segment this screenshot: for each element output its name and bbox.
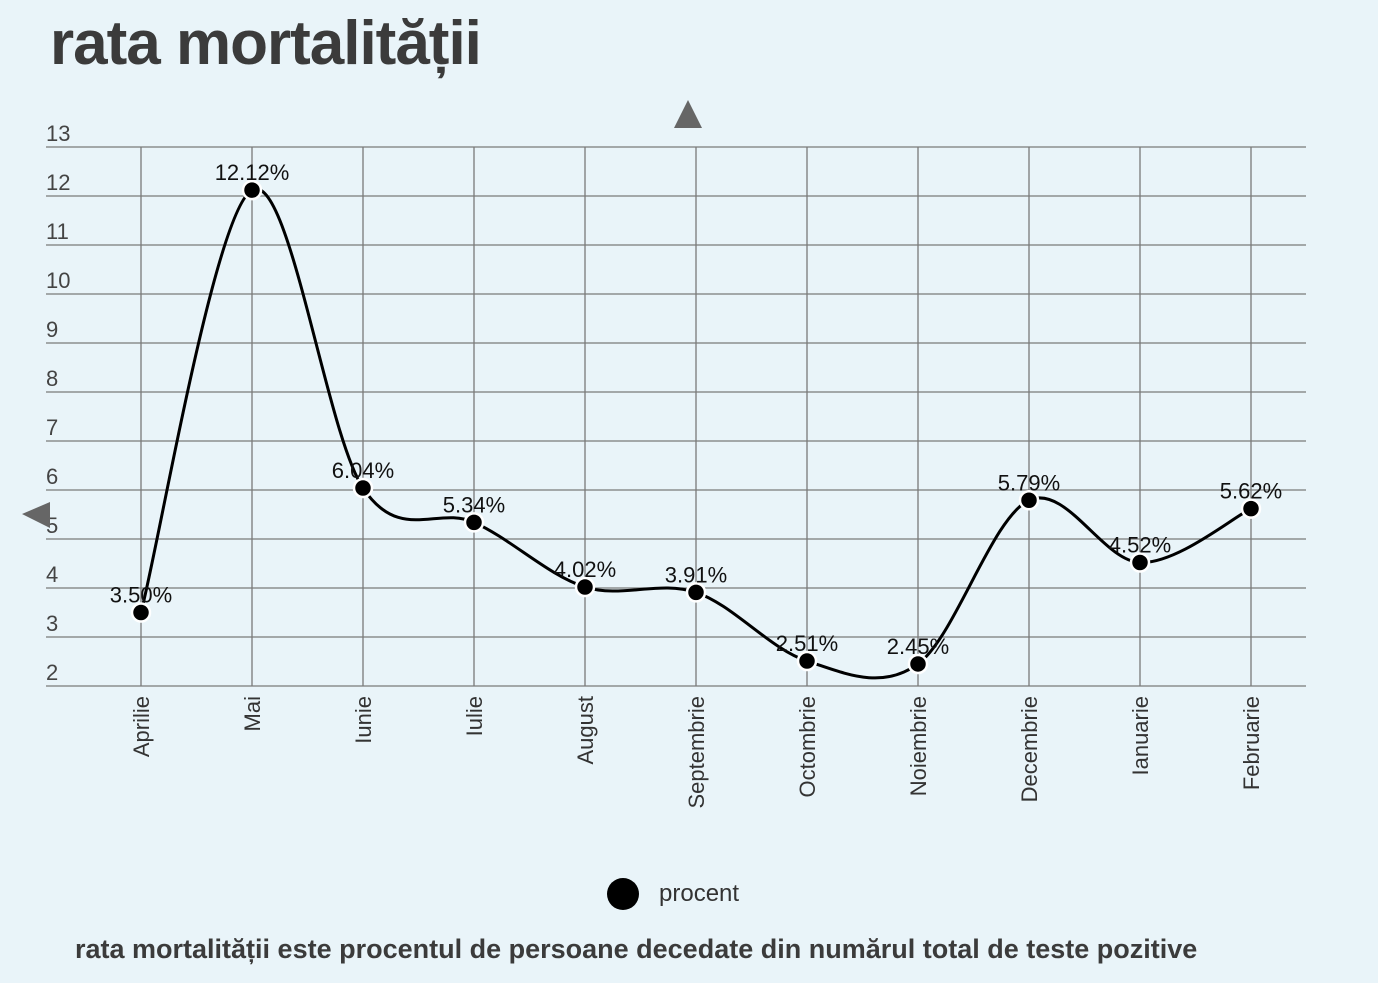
- x-tick-label: Iunie: [351, 696, 376, 744]
- data-point[interactable]: [463, 512, 485, 533]
- y-tick-label: 13: [46, 121, 70, 146]
- legend-marker-icon: [607, 878, 639, 910]
- data-point[interactable]: [1240, 498, 1262, 519]
- x-tick-label: Noiembrie: [906, 696, 931, 796]
- y-tick-label: 3: [46, 611, 58, 636]
- data-label: 4.02%: [554, 557, 616, 582]
- data-label: 2.51%: [776, 631, 838, 656]
- data-point[interactable]: [574, 576, 596, 598]
- data-point[interactable]: [130, 602, 152, 623]
- x-tick-label: Decembrie: [1017, 696, 1042, 802]
- data-label: 12.12%: [215, 160, 290, 185]
- x-tick-label: Mai: [240, 696, 265, 731]
- data-point[interactable]: [241, 179, 263, 201]
- data-point[interactable]: [907, 653, 929, 675]
- data-labels: 3.50% 12.12% 6.04% 5.34% 4.02% 3.91% 2.51% 2.45…: [110, 160, 1282, 659]
- data-points: [130, 179, 1262, 675]
- y-tick-label: 2: [46, 660, 58, 685]
- nav-left-arrow-icon[interactable]: [22, 502, 50, 528]
- y-tick-label: 7: [46, 415, 58, 440]
- legend-label: procent: [659, 880, 740, 907]
- data-point[interactable]: [796, 650, 818, 672]
- y-tick-label: 4: [46, 562, 58, 587]
- data-point[interactable]: [1018, 490, 1040, 511]
- x-tick-label: Septembrie: [684, 696, 709, 809]
- x-tick-label: Octombrie: [795, 696, 820, 797]
- legend[interactable]: procent: [607, 878, 739, 910]
- data-label: 5.62%: [1220, 479, 1282, 504]
- data-label: 6.04%: [332, 458, 394, 483]
- x-axis-ticks: Aprilie Mai Iunie Iulie August Septembrie Octo…: [129, 696, 1264, 809]
- y-tick-label: 9: [46, 317, 58, 342]
- data-label: 2.45%: [887, 634, 949, 659]
- y-tick-label: 11: [46, 219, 69, 244]
- data-label: 5.79%: [998, 470, 1060, 495]
- x-tick-label: Ianuarie: [1128, 696, 1153, 776]
- chart-caption: rata mortalității este procentul de pers…: [75, 934, 1198, 964]
- nav-up-arrow-icon[interactable]: [674, 100, 702, 128]
- data-label: 3.50%: [110, 583, 172, 608]
- y-tick-label: 12: [46, 170, 70, 195]
- y-tick-label: 8: [46, 366, 58, 391]
- y-tick-label: 10: [46, 268, 70, 293]
- chart-title: rata mortalității: [50, 9, 482, 78]
- x-tick-label: Aprilie: [129, 696, 154, 757]
- data-label: 4.52%: [1109, 533, 1171, 558]
- grid-lines: [46, 146, 1306, 687]
- x-tick-label: Februarie: [1239, 696, 1264, 790]
- data-point[interactable]: [685, 582, 707, 603]
- x-tick-label: Iulie: [462, 696, 487, 736]
- data-point[interactable]: [352, 477, 374, 499]
- x-tick-label: August: [573, 696, 598, 765]
- data-label: 5.34%: [443, 492, 505, 517]
- y-tick-label: 6: [46, 464, 58, 489]
- data-point[interactable]: [1129, 552, 1151, 573]
- data-label: 3.91%: [665, 562, 727, 587]
